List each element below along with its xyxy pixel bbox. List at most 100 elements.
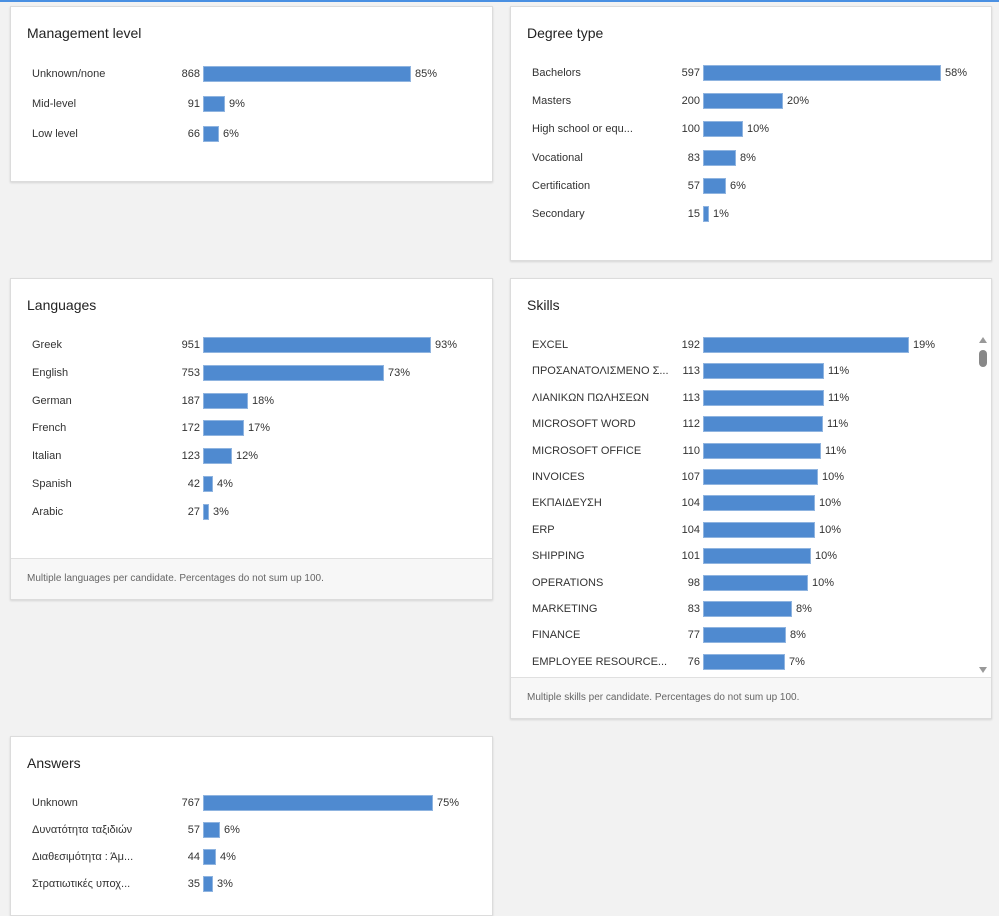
- row-count: 192: [681, 339, 700, 351]
- row-percent: 12%: [236, 450, 259, 463]
- row-bar: [703, 65, 941, 81]
- row-label: ΛΙΑΝΙΚΩΝ ΠΩΛΗΣΕΩΝ: [532, 391, 650, 404]
- row-label: SHIPPING: [532, 550, 585, 563]
- row-label: MICROSOFT OFFICE: [532, 444, 642, 457]
- row-label: Italian: [32, 450, 62, 463]
- row-count: 57: [687, 179, 700, 192]
- row-label: MARKETING: [532, 602, 598, 615]
- card-title: Languages: [27, 297, 97, 313]
- row-label: Δυνατότητα ταξιδιών: [32, 824, 133, 836]
- row-percent: 85%: [415, 68, 438, 80]
- row-count: 172: [181, 422, 200, 435]
- row-percent: 1%: [713, 207, 729, 220]
- row-bar: [203, 876, 213, 892]
- row-count: 113: [682, 365, 700, 378]
- degree-type-card: Degree type Bachelors 597 58% Masters 200 20%…: [510, 6, 992, 261]
- row-bar: [703, 548, 811, 565]
- row-count: 35: [187, 878, 200, 890]
- row-count: 104: [681, 523, 700, 536]
- row-percent: 6%: [223, 128, 239, 140]
- row-percent: 75%: [437, 797, 460, 809]
- row-count: 57: [187, 824, 200, 836]
- row-label: ΠΡΟΣΑΝΑΤΟΛΙΣΜΕΝΟ Σ...: [532, 365, 669, 378]
- row-count: 107: [681, 470, 700, 483]
- row-percent: 17%: [248, 422, 271, 435]
- card-title: Degree type: [527, 25, 604, 41]
- row-count: 91: [187, 98, 200, 110]
- row-count: 100: [681, 123, 700, 136]
- row-label: High school or equ...: [532, 123, 633, 136]
- scroll-down-arrow-icon[interactable]: [979, 667, 987, 673]
- row-percent: 4%: [220, 851, 236, 863]
- row-count: 44: [187, 851, 200, 863]
- row-percent: 10%: [815, 550, 838, 563]
- card-title: Answers: [27, 755, 81, 771]
- row-count: 110: [682, 444, 700, 457]
- row-bar: [203, 849, 216, 865]
- row-bar: [703, 337, 909, 353]
- row-bar: [703, 653, 785, 670]
- row-label: German: [32, 394, 72, 407]
- row-bar: [703, 416, 823, 433]
- row-bar: [703, 177, 726, 194]
- row-percent: 18%: [252, 394, 275, 407]
- row-percent: 11%: [825, 444, 847, 457]
- row-count: 27: [187, 505, 200, 518]
- row-bar: [203, 392, 248, 409]
- row-percent: 7%: [789, 655, 805, 668]
- row-count: 83: [687, 602, 700, 615]
- row-label: FINANCE: [532, 629, 581, 642]
- row-percent: 8%: [740, 151, 756, 164]
- row-bar: [203, 822, 220, 838]
- management-level-card: Management level Unknown/none 868 85% Mid-l…: [10, 6, 493, 182]
- row-bar: [703, 574, 808, 591]
- scrollbar-thumb[interactable]: [979, 350, 987, 367]
- row-label: Arabic: [32, 505, 64, 518]
- row-count: 123: [181, 450, 200, 463]
- row-percent: 10%: [747, 123, 770, 136]
- row-bar: [703, 468, 818, 485]
- skills-footnote: Multiple skills per candidate. Percentag…: [511, 677, 991, 718]
- row-bar: [703, 121, 743, 138]
- row-count: 187: [181, 394, 200, 407]
- row-label: INVOICES: [532, 470, 585, 483]
- row-percent: 3%: [217, 878, 233, 890]
- row-percent: 19%: [913, 339, 936, 351]
- row-count: 101: [681, 550, 700, 563]
- row-bar: [703, 600, 792, 617]
- card-title: Management level: [27, 25, 142, 41]
- row-count: 98: [687, 576, 700, 589]
- languages-card: Languages Greek 951 93% English 753 73% German…: [10, 278, 493, 600]
- row-count: 15: [687, 207, 700, 220]
- row-count: 767: [181, 797, 200, 809]
- row-label: EXCEL: [532, 339, 569, 351]
- answers-card: Answers Unknown 767 75% Δυνατότητα ταξιδιών…: [10, 736, 493, 916]
- row-count: 83: [687, 151, 700, 164]
- row-label: EMPLOYEE RESOURCE...: [532, 655, 668, 668]
- row-label: Στρατιωτικές υποχ...: [32, 878, 131, 890]
- row-count: 597: [681, 67, 700, 79]
- row-label: French: [32, 422, 67, 435]
- row-percent: 8%: [796, 602, 812, 615]
- row-label: OPERATIONS: [532, 576, 604, 589]
- languages-footnote: Multiple languages per candidate. Percen…: [11, 558, 492, 599]
- row-percent: 4%: [217, 477, 233, 490]
- row-label: Spanish: [32, 477, 72, 490]
- row-label: ERP: [532, 523, 555, 536]
- row-bar: [703, 363, 824, 380]
- row-percent: 10%: [819, 523, 842, 536]
- row-bar: [703, 205, 709, 222]
- row-bar: [203, 420, 244, 437]
- row-bar: [203, 475, 213, 492]
- row-label: Unknown: [32, 797, 78, 809]
- row-bar: [703, 495, 815, 512]
- row-label: Vocational: [532, 151, 583, 164]
- row-percent: 58%: [945, 67, 968, 79]
- row-percent: 11%: [827, 418, 849, 431]
- row-count: 113: [682, 391, 700, 404]
- row-label: Secondary: [532, 207, 585, 220]
- skills-scrollbar[interactable]: [977, 335, 989, 675]
- row-bar: [203, 364, 384, 381]
- row-bar: [703, 521, 815, 538]
- scroll-up-arrow-icon[interactable]: [979, 337, 987, 343]
